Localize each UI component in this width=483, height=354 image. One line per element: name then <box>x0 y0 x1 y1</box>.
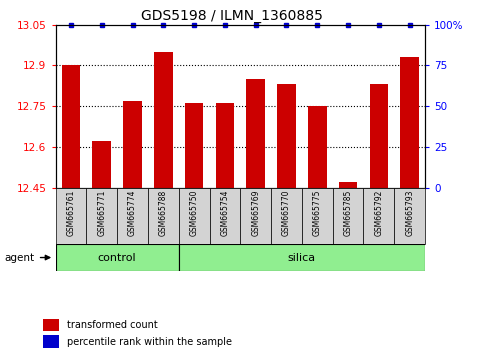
Bar <box>179 244 425 271</box>
Text: GSM665750: GSM665750 <box>190 189 199 236</box>
Text: GSM665793: GSM665793 <box>405 189 414 236</box>
Bar <box>364 188 394 244</box>
Bar <box>185 103 203 188</box>
Text: GSM665775: GSM665775 <box>313 189 322 236</box>
Bar <box>302 188 333 244</box>
Bar <box>333 188 364 244</box>
Text: silica: silica <box>288 252 316 263</box>
Bar <box>369 85 388 188</box>
Bar <box>210 188 240 244</box>
Bar <box>56 188 86 244</box>
Bar <box>148 188 179 244</box>
Bar <box>308 106 327 188</box>
Bar <box>62 65 80 188</box>
Text: percentile rank within the sample: percentile rank within the sample <box>68 337 232 347</box>
Bar <box>394 188 425 244</box>
Bar <box>339 182 357 188</box>
Bar <box>246 79 265 188</box>
Text: GSM665770: GSM665770 <box>282 189 291 236</box>
Bar <box>43 319 59 331</box>
Text: GSM665771: GSM665771 <box>97 189 106 236</box>
Bar <box>277 85 296 188</box>
Bar <box>215 103 234 188</box>
Text: GSM665792: GSM665792 <box>374 189 384 236</box>
Text: transformed count: transformed count <box>68 320 158 330</box>
Text: GSM665774: GSM665774 <box>128 189 137 236</box>
Bar <box>240 188 271 244</box>
Bar <box>179 188 210 244</box>
Text: agent: agent <box>5 252 35 263</box>
Bar <box>86 188 117 244</box>
Bar <box>43 335 59 348</box>
Text: GSM665754: GSM665754 <box>220 189 229 236</box>
Text: GSM665788: GSM665788 <box>159 189 168 235</box>
Text: GSM665769: GSM665769 <box>251 189 260 236</box>
Bar <box>92 142 111 188</box>
Bar <box>400 57 419 188</box>
Bar <box>123 101 142 188</box>
Bar <box>271 188 302 244</box>
Text: GSM665761: GSM665761 <box>67 189 75 236</box>
Bar <box>56 244 179 271</box>
Bar <box>154 52 172 188</box>
Text: GDS5198 / ILMN_1360885: GDS5198 / ILMN_1360885 <box>141 9 323 23</box>
Text: control: control <box>98 252 136 263</box>
Text: GSM665785: GSM665785 <box>343 189 353 236</box>
Bar <box>117 188 148 244</box>
